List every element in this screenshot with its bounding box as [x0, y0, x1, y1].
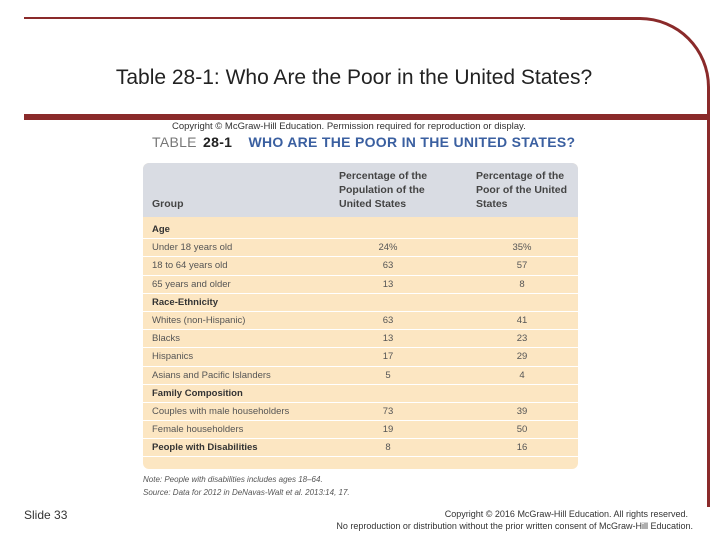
cell-group: Race-Ethnicity	[152, 296, 218, 308]
header-pct-poor: Percentage of the Poor of the United Sta…	[476, 170, 567, 210]
cell-pct-poor: 35%	[512, 242, 532, 254]
cell-group: Asians and Pacific Islanders	[152, 369, 271, 381]
cell-pct-poor: 39	[516, 405, 528, 417]
table-section-row: Race-Ethnicity	[143, 294, 578, 312]
cell-pct-poor: 57	[516, 260, 528, 272]
cell-pct-poor: 8	[519, 278, 525, 290]
cell-pct-poor: 50	[516, 424, 528, 436]
cell-pct-population: 13	[382, 333, 394, 345]
header-group: Group	[152, 198, 184, 210]
title-divider	[24, 114, 710, 120]
poverty-table: Group Percentage of the Population of th…	[143, 163, 578, 469]
table-caption: TABLE 28-1 WHO ARE THE POOR IN THE UNITE…	[152, 134, 575, 150]
table-row: Asians and Pacific Islanders 5 4	[143, 367, 578, 385]
cell-pct-population: 17	[382, 351, 394, 363]
table-title: WHO ARE THE POOR IN THE UNITED STATES?	[248, 134, 576, 150]
table-row: Under 18 years old 24% 35%	[143, 239, 578, 258]
table-row: 18 to 64 years old 63 57	[143, 257, 578, 276]
cell-pct-poor: 41	[516, 314, 528, 326]
table-section-row: Family Composition	[143, 385, 578, 403]
slide-title: Table 28-1: Who Are the Poor in the Unit…	[115, 66, 593, 89]
cell-group: Family Composition	[152, 387, 243, 399]
cell-group: Blacks	[152, 333, 180, 345]
table-header: Group Percentage of the Population of th…	[143, 163, 578, 217]
cell-group: People with Disabilities	[152, 442, 258, 454]
cell-group: Whites (non-Hispanic)	[152, 314, 246, 326]
cell-pct-poor: 29	[516, 351, 528, 363]
table-source: Source: Data for 2012 in DeNavas-Walt et…	[143, 488, 350, 497]
table-label: TABLE	[152, 134, 197, 150]
slide-number: Slide 33	[24, 508, 68, 522]
table-note: Note: People with disabilities includes …	[143, 475, 323, 484]
cell-group: 18 to 64 years old	[152, 260, 228, 272]
cell-pct-population: 13	[382, 278, 394, 290]
cell-pct-poor: 4	[519, 369, 525, 381]
cell-pct-population: 19	[382, 424, 394, 436]
table-row: Female householders 19 50	[143, 421, 578, 440]
table-row: 65 years and older 13 8	[143, 276, 578, 294]
cell-pct-population: 5	[385, 369, 391, 381]
table-copyright: Copyright © McGraw-Hill Education. Permi…	[172, 121, 526, 132]
table-section-row: Age	[143, 221, 578, 240]
frame-right-curve	[560, 17, 710, 507]
table-row: Whites (non-Hispanic) 63 41	[143, 312, 578, 331]
cell-group: 65 years and older	[152, 278, 231, 290]
footer-copyright: Copyright © 2016 McGraw-Hill Education. …	[444, 509, 688, 519]
table-row: People with Disabilities 8 16	[143, 439, 578, 458]
table-row: Couples with male householders 73 39	[143, 403, 578, 422]
cell-pct-poor: 23	[516, 333, 528, 345]
frame-top-line	[24, 17, 626, 19]
cell-pct-population: 8	[385, 442, 391, 454]
table-number: 28-1	[203, 134, 233, 150]
cell-pct-population: 63	[382, 260, 394, 272]
cell-pct-population: 73	[382, 405, 394, 417]
cell-pct-population: 63	[382, 314, 394, 326]
cell-pct-population: 24%	[378, 242, 398, 254]
cell-group: Female householders	[152, 424, 244, 436]
cell-group: Couples with male householders	[152, 405, 290, 417]
cell-group: Under 18 years old	[152, 242, 233, 254]
header-pct-population: Percentage of the Population of the Unit…	[339, 170, 428, 210]
table-row: Hispanics 17 29	[143, 348, 578, 367]
cell-pct-poor: 16	[516, 442, 528, 454]
cell-group: Hispanics	[152, 351, 194, 363]
cell-group: Age	[152, 224, 170, 235]
footer-reproduction: No reproduction or distribution without …	[336, 521, 693, 531]
table-row: Blacks 13 23	[143, 330, 578, 349]
table-body: Age Under 18 years old 24% 35% 18 to 64 year…	[143, 221, 578, 458]
